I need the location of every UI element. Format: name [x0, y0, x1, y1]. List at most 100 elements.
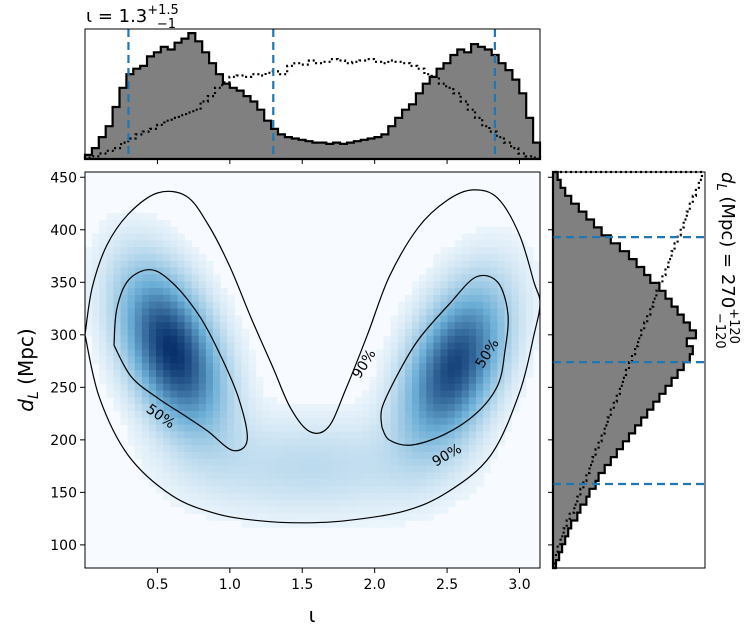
density-cell — [440, 308, 449, 316]
density-cell — [490, 308, 498, 316]
density-cell — [163, 329, 171, 337]
density-cell — [248, 410, 257, 419]
density-cell — [454, 349, 463, 357]
density-cell — [156, 247, 164, 255]
density-cell — [483, 417, 491, 426]
density-cell — [468, 315, 477, 323]
density-cell — [340, 404, 349, 412]
density-cell — [468, 281, 477, 289]
density-cell — [92, 301, 100, 310]
density-cell — [483, 329, 491, 337]
density-cell — [141, 472, 150, 480]
contour-50-left-line — [113, 269, 248, 452]
density-cell — [170, 342, 179, 351]
y-tick-label: 100 — [50, 538, 77, 554]
density-cell — [92, 281, 100, 289]
density-cell — [156, 322, 164, 330]
density-cell — [326, 506, 335, 514]
density-cell — [355, 499, 363, 508]
density-cell — [163, 472, 171, 480]
density-cell — [461, 308, 470, 316]
density-cell — [518, 294, 527, 303]
density-cell — [141, 356, 150, 364]
density-cell — [333, 486, 342, 494]
density-cell — [148, 417, 157, 426]
density-cell — [170, 274, 179, 282]
density-cell — [397, 390, 406, 398]
density-cell — [148, 247, 157, 255]
density-cell — [298, 506, 306, 514]
density-cell — [461, 445, 470, 453]
density-cell — [497, 404, 506, 412]
density-cell — [461, 356, 470, 364]
density-cell — [92, 288, 100, 296]
density-cell — [490, 247, 498, 255]
density-cell — [355, 445, 363, 453]
density-cell — [319, 431, 328, 439]
density-cell — [106, 315, 115, 323]
density-cell — [525, 322, 534, 330]
density-cell — [305, 465, 314, 474]
density-cell — [326, 465, 335, 474]
density-cell — [483, 390, 491, 398]
density-cell — [412, 479, 420, 487]
density-cell — [383, 438, 392, 446]
density-cell — [127, 424, 136, 433]
density-cell — [177, 431, 186, 439]
density-cell — [333, 479, 342, 487]
density-cell — [99, 274, 107, 282]
density-cell — [291, 472, 299, 480]
density-cell — [362, 390, 370, 398]
density-cell — [99, 288, 107, 296]
density-cell — [355, 438, 363, 446]
density-cell — [397, 356, 406, 364]
density-cell — [348, 513, 356, 521]
density-cell — [426, 404, 434, 412]
density-cell — [497, 376, 506, 385]
density-cell — [461, 294, 470, 303]
density-cell — [476, 472, 484, 480]
density-cell — [106, 349, 115, 357]
density-cell — [298, 458, 306, 467]
density-cell — [212, 410, 221, 419]
density-cell — [404, 431, 413, 439]
density-cell — [504, 424, 513, 433]
density-cell — [198, 294, 207, 303]
density-cell — [163, 226, 171, 235]
density-cell — [148, 349, 157, 357]
density-cell — [191, 376, 200, 385]
joint-density-frame — [84, 171, 541, 569]
density-cell — [312, 520, 321, 528]
density-cell — [127, 390, 136, 398]
density-cell — [454, 363, 463, 371]
density-cell — [141, 410, 150, 419]
density-cell — [461, 492, 470, 501]
density-cell — [490, 274, 498, 282]
density-cell — [227, 342, 235, 351]
density-cell — [170, 465, 179, 474]
density-cell — [148, 424, 157, 433]
density-cell — [255, 506, 264, 514]
density-cell — [198, 370, 207, 378]
density-cell — [419, 431, 427, 439]
density-cell — [518, 349, 527, 357]
density-cell — [220, 424, 228, 433]
density-cell — [205, 445, 214, 453]
density-cell — [305, 499, 314, 508]
x-tick-label: 0.5 — [146, 577, 168, 593]
density-cell — [426, 410, 434, 419]
density-cell — [113, 212, 122, 221]
density-cell — [483, 376, 491, 385]
density-cell — [141, 315, 150, 323]
density-cell — [184, 417, 193, 426]
density-cell — [212, 451, 221, 460]
density-cell — [269, 458, 278, 467]
density-cell — [476, 383, 484, 392]
density-cell — [461, 472, 470, 480]
density-cell — [241, 520, 250, 528]
density-cell — [369, 499, 378, 508]
density-cell — [170, 479, 179, 487]
density-cell — [177, 424, 186, 433]
density-cell — [148, 301, 157, 310]
density-cell — [348, 499, 356, 508]
